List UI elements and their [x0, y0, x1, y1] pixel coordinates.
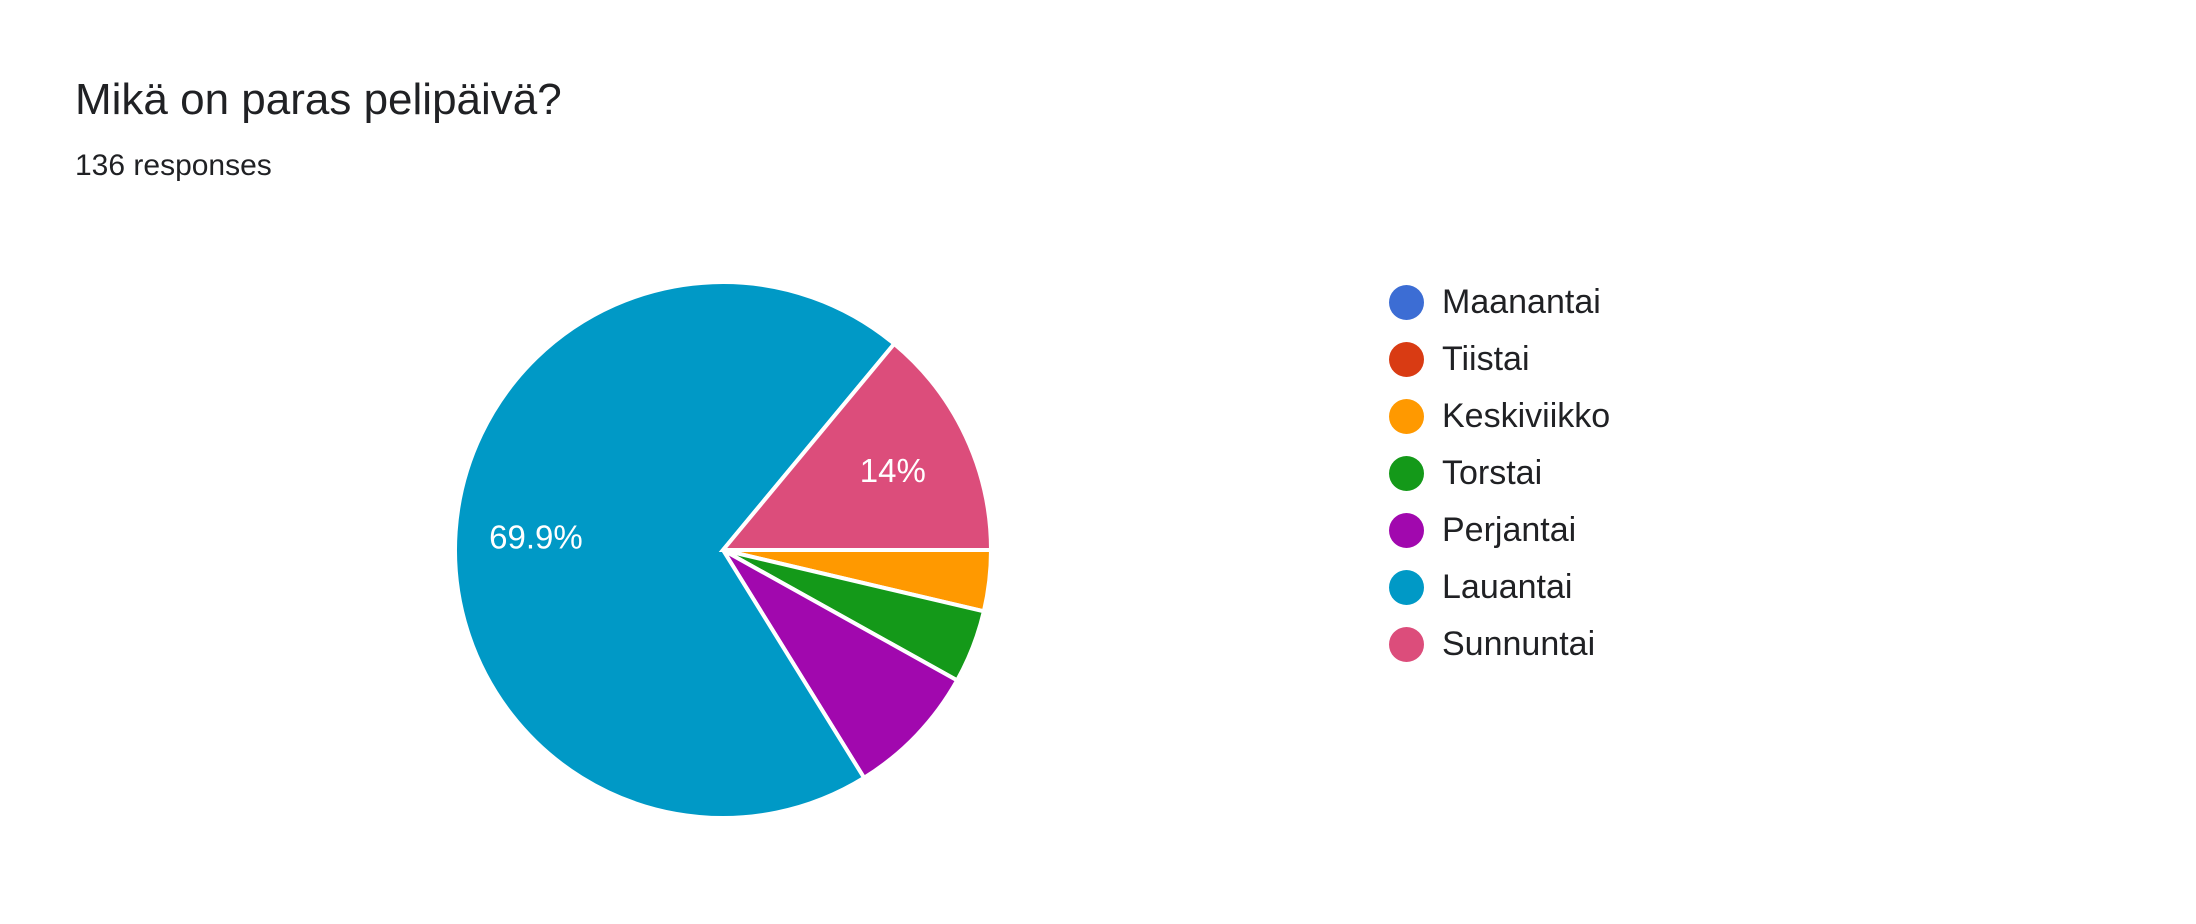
legend-label: Lauantai — [1442, 568, 1573, 606]
legend-label: Torstai — [1442, 454, 1543, 492]
legend-color-dot-torstai — [1389, 456, 1424, 491]
legend-item-maanantai: Maanantai — [1389, 274, 1610, 331]
legend-item-tiistai: Tiistai — [1389, 331, 1610, 388]
legend-label: Perjantai — [1442, 511, 1577, 549]
legend-item-perjantai: Perjantai — [1389, 502, 1610, 559]
legend-label: Tiistai — [1442, 340, 1530, 378]
legend-color-dot-tiistai — [1389, 342, 1424, 377]
legend-item-keskiviikko: Keskiviikko — [1389, 388, 1610, 445]
legend-color-dot-perjantai — [1389, 513, 1424, 548]
legend-label: Keskiviikko — [1442, 397, 1611, 435]
pie-chart: 69.9% 14% — [453, 280, 994, 821]
legend-item-sunnuntai: Sunnuntai — [1389, 616, 1610, 673]
legend-color-dot-sunnuntai — [1389, 627, 1424, 662]
legend-item-torstai: Torstai — [1389, 445, 1610, 502]
legend-label: Maanantai — [1442, 283, 1601, 321]
pie-slice-percentage-label: 69.9% — [489, 519, 583, 556]
legend-item-lauantai: Lauantai — [1389, 559, 1610, 616]
legend-color-dot-maanantai — [1389, 285, 1424, 320]
legend-color-dot-lauantai — [1389, 570, 1424, 605]
question-title: Mikä on paras pelipäivä? — [75, 75, 562, 124]
pie-slice-perjantai[interactable] — [717, 544, 960, 781]
pie-slice-sunnuntai[interactable] — [718, 341, 994, 552]
legend-color-dot-keskiviikko — [1389, 399, 1424, 434]
response-count: 136 responses — [75, 149, 272, 182]
pie-slice-percentage-label: 14% — [860, 452, 926, 489]
chart-legend: Maanantai Tiistai Keskiviikko Torstai Perjan… — [1389, 274, 1610, 673]
pie-slice-lauantai[interactable] — [453, 280, 898, 821]
legend-label: Sunnuntai — [1442, 625, 1596, 663]
